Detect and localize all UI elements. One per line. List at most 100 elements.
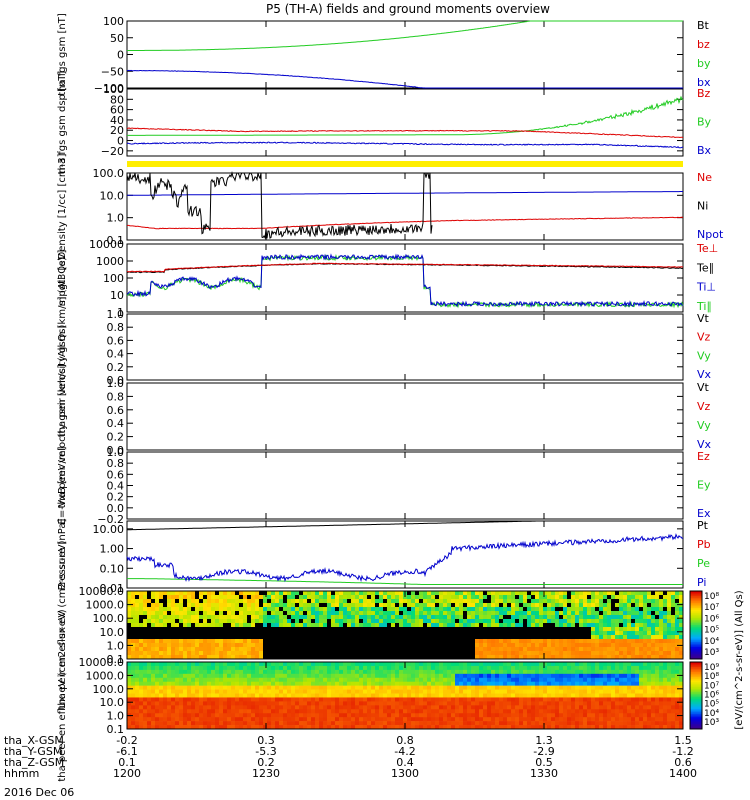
heatmap-cell — [251, 623, 256, 628]
heatmap-cell — [215, 709, 220, 714]
heatmap-cell — [483, 697, 488, 702]
heatmap-cell — [543, 725, 548, 730]
heatmap-cell — [323, 651, 328, 656]
heatmap-cell — [339, 725, 344, 730]
heatmap-cell — [367, 591, 372, 596]
heatmap-cell — [439, 677, 444, 682]
heatmap-cell — [567, 647, 572, 652]
heatmap-cell — [287, 713, 292, 718]
heatmap-cell — [459, 623, 464, 628]
heatmap-cell — [323, 619, 328, 624]
heatmap-cell — [575, 697, 580, 702]
heatmap-cell — [275, 603, 280, 608]
heatmap-cell — [507, 662, 512, 667]
heatmap-cell — [623, 623, 628, 628]
heatmap-cell — [475, 655, 480, 660]
heatmap-cell — [639, 693, 644, 698]
heatmap-cell — [467, 705, 472, 710]
heatmap-cell — [203, 725, 208, 730]
heatmap-cell — [615, 607, 620, 612]
heatmap-cell — [463, 639, 468, 644]
heatmap-cell — [271, 595, 276, 600]
heatmap-cell — [507, 717, 512, 722]
heatmap-cell — [479, 713, 484, 718]
heatmap-cell — [567, 713, 572, 718]
heatmap-cell — [311, 665, 316, 671]
heatmap-cell — [259, 647, 264, 652]
heatmap-cell — [631, 662, 636, 667]
heatmap-cell — [535, 639, 540, 644]
heatmap-cell — [603, 681, 608, 686]
heatmap-cell — [299, 643, 304, 648]
heatmap-cell — [147, 685, 152, 690]
heatmap-cell — [391, 717, 396, 722]
heatmap-cell — [555, 655, 560, 660]
heatmap-cell — [139, 643, 144, 648]
heatmap-cell — [291, 673, 296, 679]
heatmap-cell — [187, 669, 192, 675]
heatmap-cell — [223, 619, 228, 624]
heatmap-cell — [563, 647, 568, 652]
heatmap-cell — [463, 591, 468, 596]
heatmap-cell — [327, 669, 332, 675]
heatmap-cell — [347, 709, 352, 714]
heatmap-cell — [227, 725, 232, 730]
heatmap-cell — [275, 705, 280, 710]
heatmap-cell — [255, 643, 260, 648]
heatmap-cell — [619, 705, 624, 710]
heatmap-cell — [623, 689, 628, 694]
heatmap-cell — [387, 705, 392, 710]
heatmap-cell — [383, 615, 388, 620]
heatmap-cell — [499, 705, 504, 710]
heatmap-cell — [499, 599, 504, 604]
heatmap-cell — [631, 623, 636, 628]
heatmap-cell — [227, 673, 232, 679]
heatmap-cell — [655, 647, 660, 652]
heatmap-cell — [555, 669, 560, 675]
heatmap-cell — [159, 689, 164, 694]
heatmap-cell — [571, 705, 576, 710]
heatmap-cell — [139, 701, 144, 706]
heatmap-cell — [299, 717, 304, 722]
heatmap-cell — [259, 685, 264, 690]
heatmap-cell — [207, 599, 212, 604]
heatmap-cell — [527, 647, 532, 652]
heatmap-cell — [447, 655, 452, 660]
heatmap-cell — [199, 655, 204, 660]
heatmap-cell — [259, 662, 264, 667]
heatmap-cell — [499, 681, 504, 686]
heatmap-cell — [235, 599, 240, 604]
heatmap-cell — [139, 603, 144, 608]
heatmap-cell — [655, 615, 660, 620]
heatmap-cell — [223, 685, 228, 690]
heatmap-cell — [347, 595, 352, 600]
heatmap-cell — [311, 685, 316, 690]
heatmap-cell — [367, 725, 372, 730]
heatmap-cell — [175, 619, 180, 624]
heatmap-cell — [539, 685, 544, 690]
heatmap-cell — [395, 725, 400, 730]
heatmap-cell — [483, 673, 488, 679]
heatmap-cell — [155, 651, 160, 656]
heatmap-cell — [447, 611, 452, 616]
legend-entry: By — [697, 116, 712, 129]
heatmap-cell — [155, 631, 160, 636]
heatmap-cell — [507, 599, 512, 604]
heatmap-cell — [615, 615, 620, 620]
heatmap-cell — [507, 655, 512, 660]
heatmap-cell — [395, 705, 400, 710]
heatmap-cell — [631, 689, 636, 694]
heatmap-cell — [199, 651, 204, 656]
heatmap-cell — [223, 697, 228, 702]
y-axis-label: tha peer velocity gsm [km/s] (All Qs) — [57, 325, 68, 509]
heatmap-cell — [419, 689, 424, 694]
heatmap-cell — [391, 701, 396, 706]
heatmap-cell — [359, 717, 364, 722]
heatmap-cell — [575, 689, 580, 694]
heatmap-cell — [175, 595, 180, 600]
heatmap-cell — [139, 591, 144, 596]
heatmap-cell — [519, 665, 524, 671]
heatmap-cell — [467, 681, 472, 686]
heatmap-cell — [595, 669, 600, 675]
heatmap-cell — [515, 717, 520, 722]
